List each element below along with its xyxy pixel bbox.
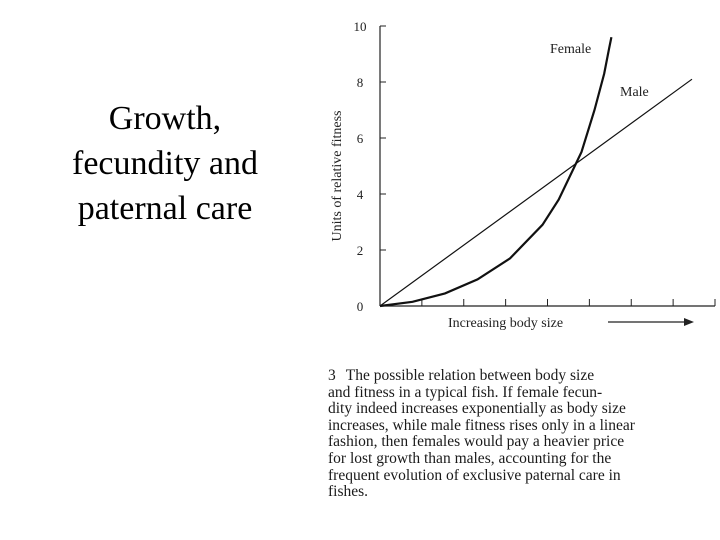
figure-caption: 3 The possible relation between body size… (328, 367, 708, 501)
y-tick-label-4: 4 (357, 187, 364, 202)
caption-line-8: fishes. (328, 483, 369, 501)
series-label-male: Male (620, 85, 649, 100)
caption-line-5: fashion, then females would pay a heavie… (328, 433, 625, 451)
y-axis-label: Units of relative fitness (330, 110, 345, 241)
slide-title-line-2: fecundity and (72, 145, 258, 182)
caption-line-3: dity indeed increases exponentially as b… (328, 400, 626, 418)
y-tick-label-10: 10 (354, 19, 367, 34)
caption-line-6: for lost growth than males, accounting f… (328, 449, 612, 467)
slide-title: Growth, fecundity and paternal care (20, 96, 310, 231)
caption-line-2: and fitness in a typical fish. If female… (328, 383, 603, 401)
caption-line-7: frequent evolution of exclusive paternal… (328, 466, 621, 484)
caption-line-1: 3 The possible relation between body size (328, 367, 708, 385)
caption-text-1: The possible relation between body size (345, 367, 595, 384)
y-tick-label-6: 6 (357, 131, 364, 146)
caption-line-4: increases, while male fitness rises only… (328, 416, 635, 434)
series-line-male (379, 78, 693, 307)
x-axis-label: Increasing body size (448, 316, 563, 331)
slide-title-line-1: Growth, (108, 100, 222, 137)
series-line-female (379, 36, 613, 308)
slide-title-line-3: paternal care (77, 190, 253, 227)
x-axis-arrow-head (684, 318, 694, 326)
y-tick-label-2: 2 (357, 243, 364, 258)
figure-number: 3 (328, 367, 336, 384)
series-label-female: Female (550, 42, 591, 57)
figure: 0 2 4 6 8 10 Increasing body size Units of rela… (318, 8, 720, 540)
y-tick-label-0: 0 (357, 299, 364, 314)
fitness-chart: 0 2 4 6 8 10 Increasing body size Units of rela… (330, 19, 716, 331)
y-tick-label-8: 8 (357, 75, 364, 90)
